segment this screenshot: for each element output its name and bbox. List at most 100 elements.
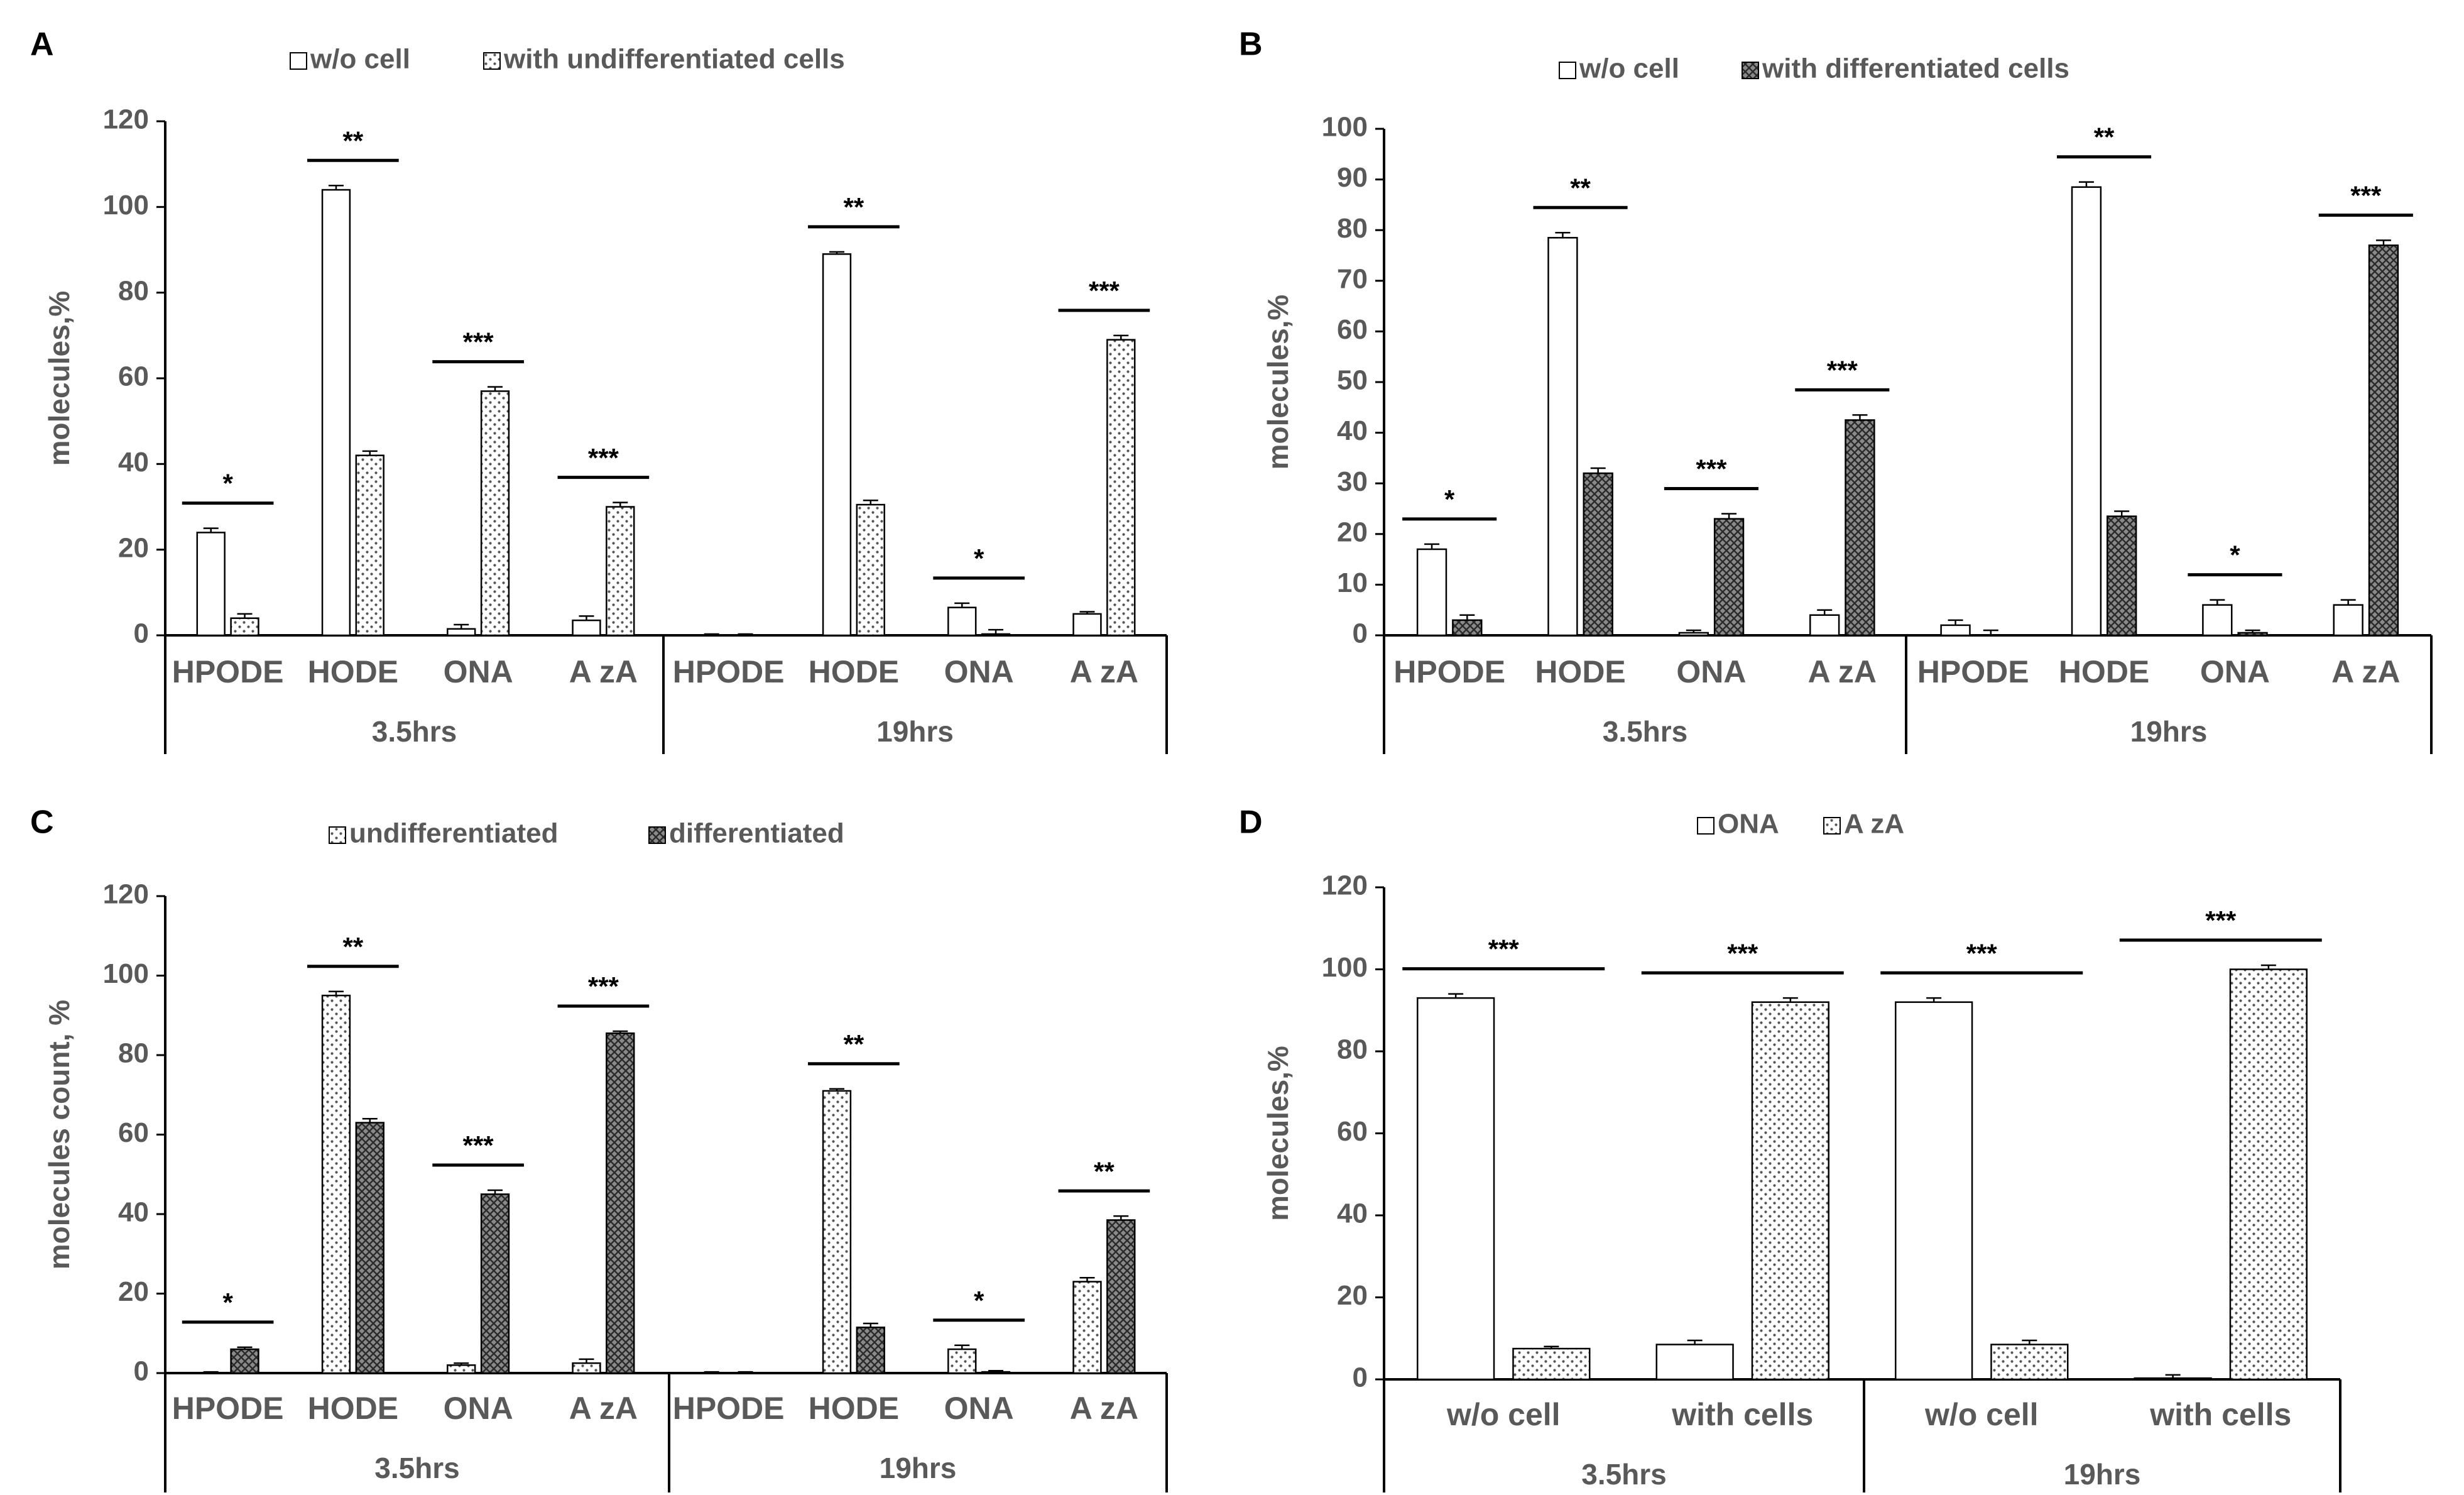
panel-d-sig-label-4: *** [2205,906,2237,935]
panel-c-y-tick-label-5: 100 [103,958,149,989]
panel-a-bar-s2-8 [1106,339,1136,637]
panel-a-y-tick-label-5: 100 [103,190,149,221]
panel-d-y-tick-label-1: 20 [1337,1280,1368,1311]
panel-b-y-tick-label-9: 90 [1337,162,1368,193]
panel-d-legend-swatch-1 [1697,817,1714,835]
panel-c-category-label-6: HODE [809,1391,899,1426]
panel-a-bar-s2-3 [480,390,510,637]
panel-d-group-label-2: 19hrs [2064,1458,2141,1491]
panel-a-category-label-4: A zA [569,654,638,689]
panel-c-legend-label-1: undifferentiated [349,818,558,849]
panel-d-category-label-1: w/o cell [1446,1397,1561,1432]
panel-a-y-tick-label-6: 120 [103,104,149,135]
panel-c-bar-s2-4 [606,1032,635,1374]
panel-b-y-tick-label-1: 10 [1337,567,1368,598]
panel-a-bar-s1-8 [1072,613,1102,637]
panel-a-group-label-2: 19hrs [876,715,954,748]
panel-c-bar-s2-8 [1106,1219,1136,1374]
panel-b-category-label-6: HODE [2059,654,2149,689]
panel-b-sig-label-7: * [2230,540,2240,570]
panel-b-sig-label-4: *** [1827,355,1858,385]
panel-d-legend-swatch-2 [1823,817,1841,835]
panel-c-category-label-2: HODE [308,1391,398,1426]
panel-b-bar-s1-1 [1416,548,1447,637]
panel-a-sig-label-1: * [222,469,233,498]
panel-a-bar-s2-7 [981,633,1011,637]
panel-b-bar-s1-5 [1940,624,1971,637]
panel-d-bar-s1-2 [1655,1344,1734,1381]
panel-c-legend-swatch-2 [648,826,666,844]
panel-d-category-label-2: with cells [1671,1397,1813,1432]
panel-d-group-label-1: 3.5hrs [1581,1458,1667,1491]
panel-b-sig-label-3: *** [1696,454,1727,484]
panel-c-category-label-4: A zA [569,1391,638,1426]
panel-b-category-label-1: HPODE [1393,654,1505,689]
panel-a-y-tick-label-4: 80 [118,275,149,306]
panel-d-legend-label-1: ONA [1718,809,1779,840]
panel-a-bar-s1-1 [196,532,226,637]
panel-c-y-tick-label-4: 80 [118,1038,149,1069]
panel-c-category-label-8: A zA [1070,1391,1138,1426]
panel-b-y-tick-label-5: 50 [1337,365,1368,396]
panel-b-category-label-3: ONA [1676,654,1746,689]
panel-b-category-label-8: A zA [2331,654,2400,689]
panel-a-bar-s1-7 [947,606,977,637]
panel-a-y-tick-label-0: 0 [134,618,149,649]
panel-b-y-tick-label-10: 100 [1322,112,1368,143]
panel-a-group-label-1: 3.5hrs [372,715,457,748]
panel-b-letter: B [1239,26,1263,63]
panel-d-bar-s1-1 [1417,997,1495,1381]
panel-c-bar-s1-7 [947,1348,977,1374]
panel-b-sig-label-8: *** [2350,180,2382,210]
panel-c-y-tick-label-0: 0 [134,1356,149,1387]
panel-d-bar-s1-3 [1895,1001,1973,1381]
panel-a-sig-label-3: *** [463,327,494,357]
panel-a-bar-s1-3 [447,628,476,637]
panel-b-category-label-4: A zA [1808,654,1877,689]
panel-c-bar-s2-7 [981,1371,1011,1374]
panel-c-letter: C [30,804,54,841]
panel-b-bar-s1-6 [2071,186,2102,637]
panel-d-y-tick-label-3: 60 [1337,1116,1368,1147]
panel-a-bar-s2-1 [230,617,259,637]
panel-d-bar-s2-3 [1990,1344,2069,1381]
panel-a-category-label-5: HPODE [673,654,785,689]
panel-b-bar-s2-7 [2237,632,2268,637]
panel-d-sig-label-3: *** [1966,938,1998,968]
panel-b-y-tick-label-6: 60 [1337,314,1368,345]
panel-b-sig-label-6: ** [2094,123,2115,152]
panel-a-sig-label-2: ** [343,126,364,155]
panel-c-bar-s2-3 [480,1193,510,1374]
panel-c-sig-label-4: *** [588,972,619,1001]
panel-c-bar-s2-1 [230,1348,259,1374]
panel-b-group-label-2: 19hrs [2130,715,2208,748]
panel-b-y-axis-label: molecules,% [1262,295,1294,470]
panel-c-y-tick-label-2: 40 [118,1197,149,1228]
panel-b-bar-s2-2 [1583,472,1613,637]
panel-a-bar-s1-6 [822,253,852,637]
panel-a-bar-s1-4 [572,619,601,637]
panel-b-y-tick-label-8: 80 [1337,213,1368,244]
panel-d-bar-s1-4 [2134,1377,2212,1381]
panel-b-legend-label-2: with differentiated cells [1762,53,2069,84]
panel-c-category-label-3: ONA [444,1391,513,1426]
panel-a-bar-s2-2 [355,454,384,637]
panel-d-sig-label-2: *** [1727,938,1758,968]
panel-b-y-tick-label-3: 30 [1337,466,1368,497]
panel-b-bar-s1-7 [2202,604,2233,637]
panel-a-category-label-2: HODE [308,654,398,689]
panel-c-legend-label-2: differentiated [669,818,844,849]
panel-d-category-label-4: with cells [2149,1397,2291,1432]
panel-c-bar-s2-6 [856,1327,885,1374]
panel-c-sig-label-8: ** [1094,1156,1115,1186]
panel-c-group-label-1: 3.5hrs [374,1452,460,1484]
panel-a-sig-label-6: ** [844,192,864,222]
panel-a-y-tick-label-1: 20 [118,532,149,563]
panel-a-y-axis-label: molecules,% [43,291,75,466]
panel-b-legend-label-1: w/o cell [1579,53,1679,84]
panel-b-legend-swatch-1 [1559,62,1576,79]
panel-a-category-label-6: HODE [809,654,899,689]
panel-c-bar-s1-3 [447,1364,476,1374]
panel-a-bar-s1-2 [321,189,351,637]
